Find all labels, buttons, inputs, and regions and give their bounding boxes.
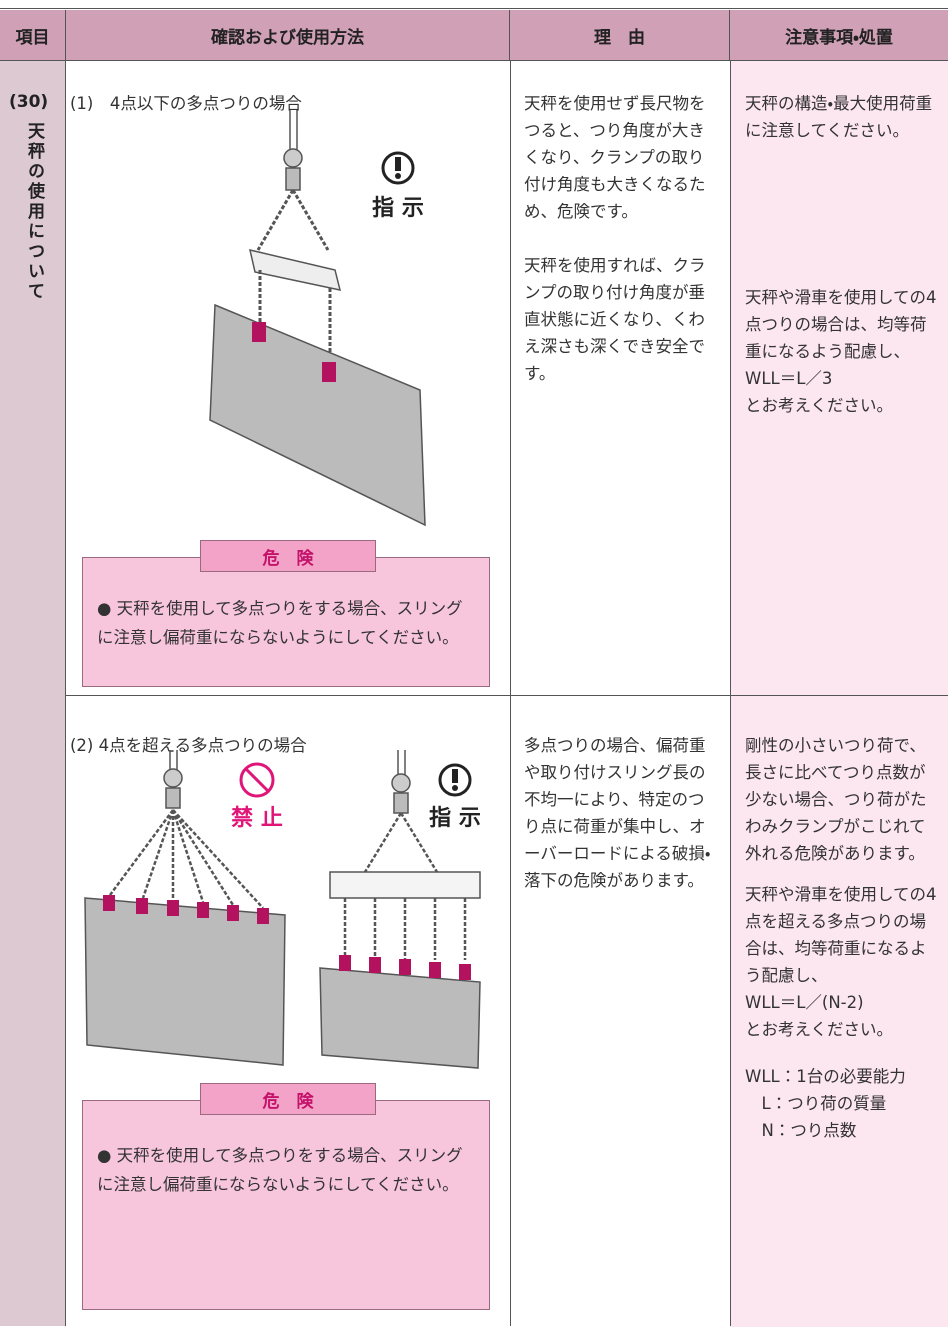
reason: 天秤を使用せず長尺物をつると、つり角度が大きくなり、クランプの取り付け角度も大き… xyxy=(524,90,716,387)
danger-text: ● 天秤を使用して多点つりをする場合、スリングに注意し偏荷重にならないようにして… xyxy=(97,599,463,647)
header-cell: 注意事項・処置 xyxy=(730,10,948,60)
danger-label: 危 険 xyxy=(200,540,376,572)
header-cell: 理 由 xyxy=(510,10,730,60)
line: 剛性の小さいつり荷で、長さに比べてつり点数が少ない場合、つり荷がたわみクランプが… xyxy=(745,736,927,863)
icon-label: 指 示 xyxy=(372,196,424,221)
notes: 剛性の小さいつり荷で、長さに比べてつり点数が少ない場合、つり荷がたわみクランプが… xyxy=(745,732,940,1144)
row-title: (2) 4点を超える多点つりの場合 xyxy=(70,736,307,755)
paragraph: 天秤を使用せず長尺物をつると、つり角度が大きくなり、クランプの取り付け角度も大き… xyxy=(524,94,706,221)
line: L：つり荷の質量 xyxy=(745,1094,887,1113)
notes-column xyxy=(730,60,948,1327)
notes: 天秤の構造・最大使用荷重に注意してください。 天秤や滑車を使用しての4点つりの場… xyxy=(745,90,940,419)
item-column xyxy=(0,60,66,1326)
paragraph: 天秤や滑車を使用しての4点つりの場合は、均等荷重になるよう配慮し、 WLL＝L／3… xyxy=(745,284,940,419)
danger-label-text: 危 険 xyxy=(262,1091,314,1112)
rule xyxy=(510,60,511,1326)
danger-label-text: 危 険 xyxy=(262,548,314,569)
line: WLL＝L／(N-2) xyxy=(745,993,864,1012)
danger-label: 危 険 xyxy=(200,1083,376,1115)
rule xyxy=(66,60,948,61)
line: 天秤や滑車を使用しての4点つりの場合は、均等荷重になるよう配慮し、 xyxy=(745,288,937,361)
paragraph: 天秤や滑車を使用しての4点を超える多点つりの場合は、均等荷重になるよう配慮し、 W… xyxy=(745,881,940,1043)
paragraph: WLL：1台の必要能力 L：つり荷の質量 N：つり点数 xyxy=(745,1063,940,1144)
item-label: 天秤の使用について xyxy=(24,122,44,302)
danger-box: ● 天秤を使用して多点つりをする場合、スリングに注意し偏荷重にならないようにして… xyxy=(82,557,490,687)
rule xyxy=(730,60,731,1326)
paragraph: 剛性の小さいつり荷で、長さに比べてつり点数が少ない場合、つり荷がたわみクランプが… xyxy=(745,732,940,867)
header-cell: 確認および使用方法 xyxy=(66,10,510,60)
illustration xyxy=(209,110,426,527)
reason: 多点つりの場合、偏荷重や取り付けスリング長の不均一により、特定のつり点に荷重が集… xyxy=(524,732,716,894)
row-title: (1) 4点以下の多点つりの場合 xyxy=(70,94,302,113)
illustration xyxy=(84,750,481,1069)
danger-text: ● 天秤を使用して多点つりをする場合、スリングに注意し偏荷重にならないようにして… xyxy=(97,1146,463,1194)
line: WLL：1台の必要能力 xyxy=(745,1067,906,1086)
frame xyxy=(0,8,948,1327)
line: 天秤の構造・最大使用荷重に注意してください。 xyxy=(745,94,933,140)
danger-box: ● 天秤を使用して多点つりをする場合、スリングに注意し偏荷重にならないようにして… xyxy=(82,1100,490,1310)
line: 天秤や滑車を使用しての4点を超える多点つりの場合は、均等荷重になるよう配慮し、 xyxy=(745,885,937,985)
line: N：つり点数 xyxy=(745,1121,857,1140)
item-number: (30) xyxy=(9,92,49,112)
line: とお考えください。 xyxy=(745,1020,894,1039)
icon-label: 禁 止 xyxy=(231,806,283,831)
line: とお考えください。 xyxy=(745,396,894,415)
line: WLL＝L／3 xyxy=(745,369,833,388)
rule xyxy=(66,695,948,696)
header-cell: 項目 xyxy=(0,10,66,60)
paragraph: 天秤を使用すれば、クランプの取り付け角度が垂直状態に近くなり、くわえ深さも深くで… xyxy=(524,256,706,383)
paragraph: 多点つりの場合、偏荷重や取り付けスリング長の不均一により、特定のつり点に荷重が集… xyxy=(524,736,711,890)
icon-label: 指 示 xyxy=(429,806,481,831)
paragraph: 天秤の構造・最大使用荷重に注意してください。 xyxy=(745,90,940,144)
